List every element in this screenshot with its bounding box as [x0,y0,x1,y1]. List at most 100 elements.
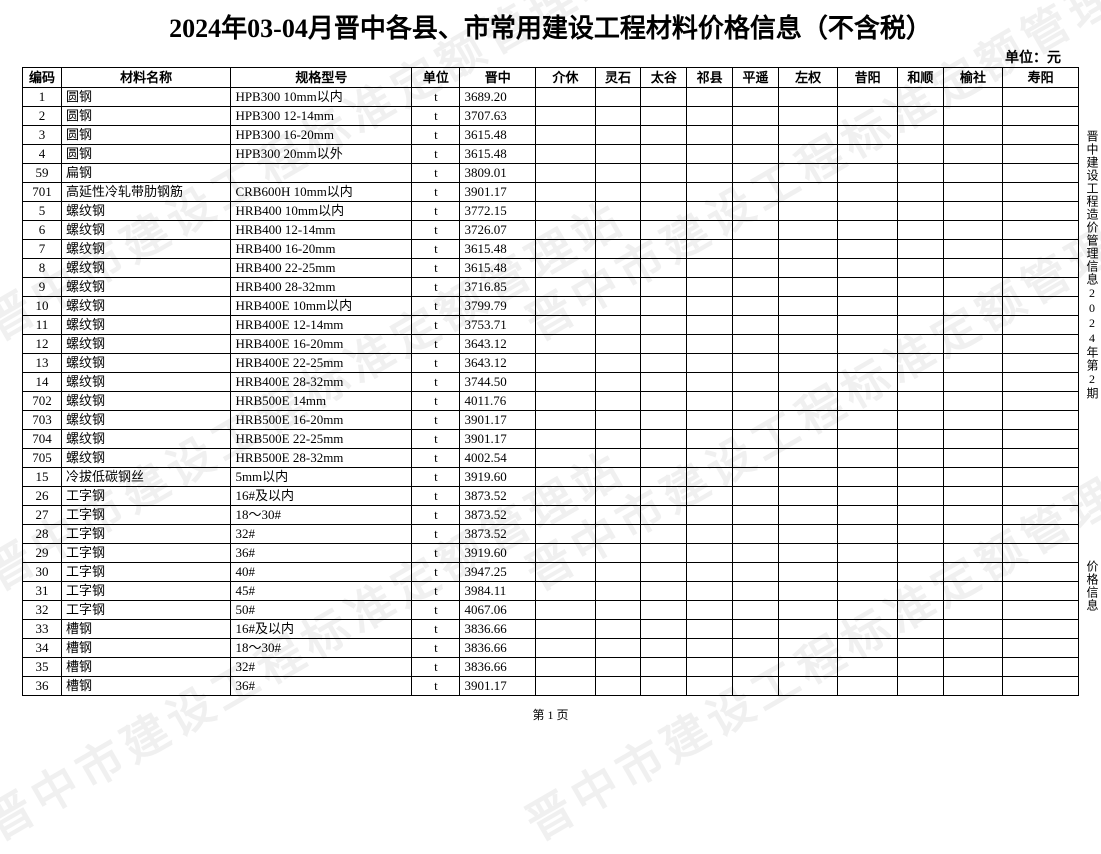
col-jz: 晋中 [460,68,536,88]
cell-jx [536,297,596,316]
cell-ys [943,202,1003,221]
table-row: 26工字钢16#及以内t3873.52 [23,487,1079,506]
table-row: 701高延性冷轧带肋钢筋CRB600H 10mm以内t3901.17 [23,183,1079,202]
cell-qx [687,221,733,240]
table-row: 27工字钢18～30#t3873.52 [23,506,1079,525]
cell-code: 5 [23,202,62,221]
cell-xy [838,316,898,335]
cell-jx [536,620,596,639]
cell-spec: HRB500E 22-25mm [231,430,412,449]
cell-ls [595,582,641,601]
cell-jx [536,449,596,468]
cell-ls [595,278,641,297]
cell-jx [536,506,596,525]
cell-tg [641,202,687,221]
cell-jx [536,278,596,297]
cell-hs [897,316,943,335]
cell-jz: 3615.48 [460,126,536,145]
cell-ys [943,88,1003,107]
col-jx: 介休 [536,68,596,88]
cell-unit: t [412,373,460,392]
cell-jx [536,202,596,221]
col-ls: 灵石 [595,68,641,88]
cell-sy [1003,563,1079,582]
cell-name: 螺纹钢 [61,297,231,316]
cell-unit: t [412,354,460,373]
col-code: 编码 [23,68,62,88]
col-spec: 规格型号 [231,68,412,88]
cell-ls [595,658,641,677]
cell-name: 工字钢 [61,563,231,582]
cell-name: 冷拔低碳钢丝 [61,468,231,487]
cell-spec: 40# [231,563,412,582]
cell-spec: 32# [231,658,412,677]
cell-qx [687,335,733,354]
cell-zq [778,658,838,677]
cell-jz: 3919.60 [460,468,536,487]
cell-zq [778,316,838,335]
cell-jz: 3947.25 [460,563,536,582]
cell-ls [595,506,641,525]
cell-qx [687,259,733,278]
cell-hs [897,183,943,202]
cell-zq [778,506,838,525]
unit-label: 单位：元 [22,47,1079,67]
cell-py [733,544,779,563]
cell-py [733,468,779,487]
cell-unit: t [412,145,460,164]
cell-ys [943,278,1003,297]
cell-jz: 3744.50 [460,373,536,392]
cell-qx [687,164,733,183]
cell-qx [687,297,733,316]
cell-xy [838,259,898,278]
cell-name: 工字钢 [61,544,231,563]
cell-qx [687,468,733,487]
cell-py [733,658,779,677]
cell-xy [838,240,898,259]
cell-xy [838,145,898,164]
cell-jx [536,126,596,145]
cell-xy [838,107,898,126]
cell-py [733,316,779,335]
cell-unit: t [412,563,460,582]
cell-jx [536,88,596,107]
cell-hs [897,335,943,354]
cell-ys [943,506,1003,525]
cell-name: 螺纹钢 [61,240,231,259]
cell-jz: 3901.17 [460,411,536,430]
cell-tg [641,183,687,202]
cell-zq [778,202,838,221]
cell-hs [897,449,943,468]
cell-spec: 16#及以内 [231,487,412,506]
cell-zq [778,88,838,107]
cell-xy [838,677,898,696]
cell-zq [778,126,838,145]
cell-hs [897,506,943,525]
cell-qx [687,525,733,544]
cell-tg [641,411,687,430]
cell-xy [838,544,898,563]
cell-hs [897,639,943,658]
cell-unit: t [412,202,460,221]
cell-sy [1003,145,1079,164]
col-xy: 昔阳 [838,68,898,88]
cell-ls [595,525,641,544]
cell-ys [943,544,1003,563]
table-row: 32工字钢50#t4067.06 [23,601,1079,620]
cell-zq [778,221,838,240]
cell-tg [641,449,687,468]
cell-zq [778,620,838,639]
cell-zq [778,373,838,392]
cell-jz: 3836.66 [460,658,536,677]
cell-jx [536,639,596,658]
cell-code: 2 [23,107,62,126]
cell-spec: 16#及以内 [231,620,412,639]
cell-hs [897,563,943,582]
table-row: 6螺纹钢HRB400 12-14mmt3726.07 [23,221,1079,240]
cell-tg [641,107,687,126]
cell-code: 6 [23,221,62,240]
cell-hs [897,107,943,126]
cell-tg [641,563,687,582]
table-row: 2圆钢HPB300 12-14mmt3707.63 [23,107,1079,126]
cell-hs [897,88,943,107]
